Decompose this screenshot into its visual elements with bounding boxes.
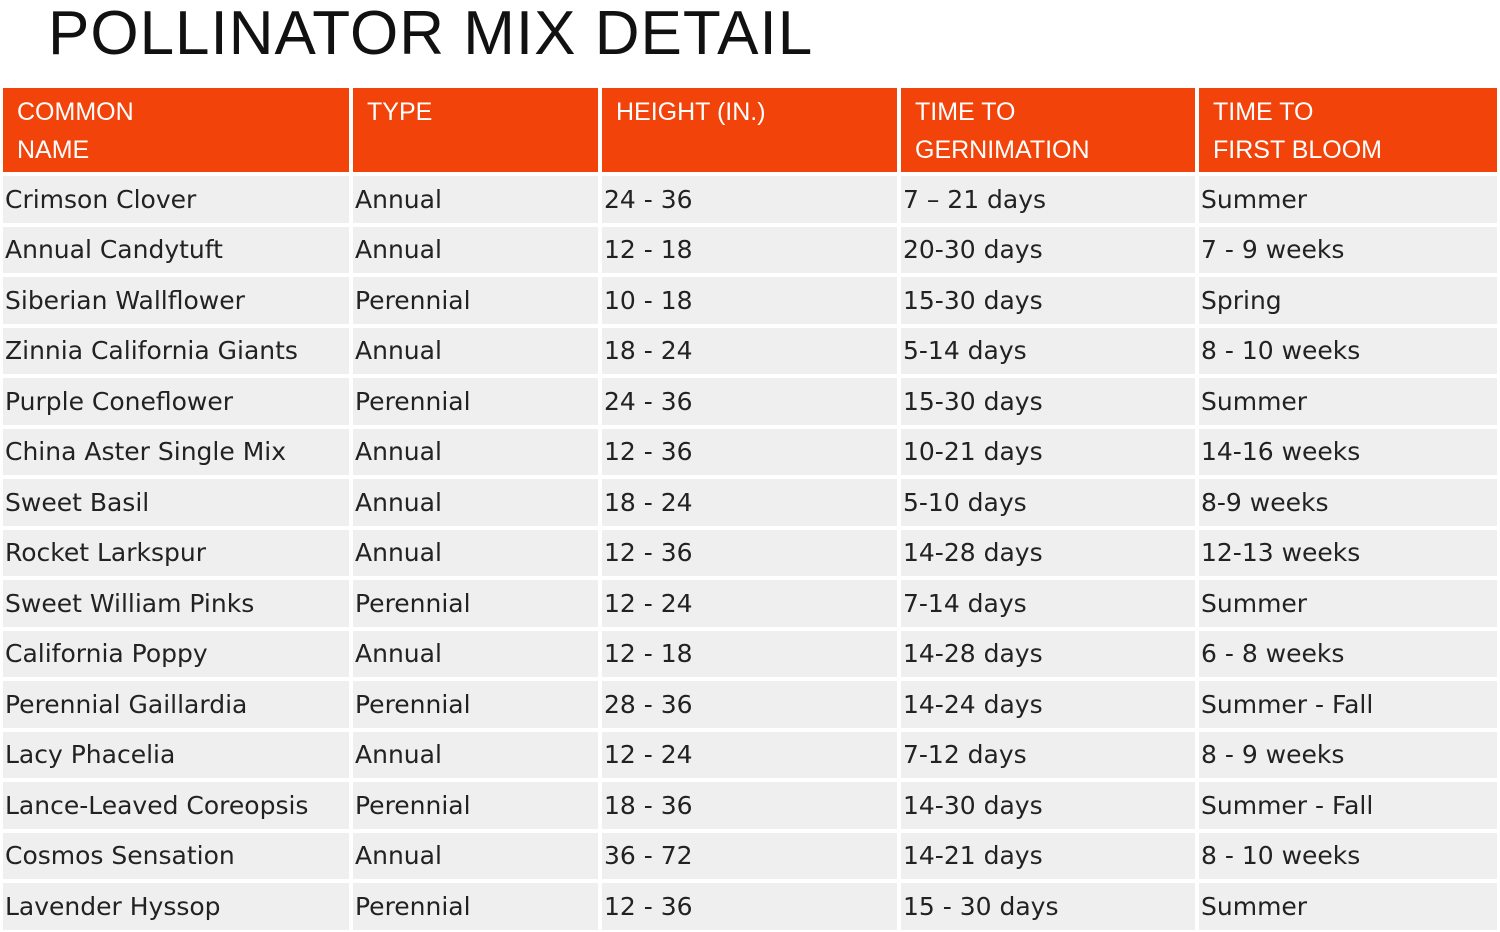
table-cell: 6 - 8 weeks	[1199, 630, 1497, 677]
table-cell: 12 - 24	[602, 580, 897, 627]
table-cell: Annual	[353, 226, 598, 273]
table-cell: 14-16 weeks	[1199, 428, 1497, 475]
table-cell: Lavender Hyssop	[3, 883, 349, 930]
column-header: HEIGHT (IN.)	[602, 88, 897, 172]
table-cell: 24 - 36	[602, 176, 897, 223]
table-cell: 14-24 days	[901, 681, 1195, 728]
table-cell: Summer	[1199, 580, 1497, 627]
table-cell: 12 - 36	[602, 428, 897, 475]
table-cell: Perennial	[353, 580, 598, 627]
table-cell: 8 - 10 weeks	[1199, 327, 1497, 374]
column-header: COMMON NAME	[3, 88, 349, 172]
table-cell: 18 - 24	[602, 327, 897, 374]
table-cell: Annual	[353, 428, 598, 475]
table-cell: 12 - 36	[602, 883, 897, 930]
table-cell: 12 - 24	[602, 731, 897, 778]
table-cell: Annual	[353, 176, 598, 223]
table-cell: Crimson Clover	[3, 176, 349, 223]
column-header: TIME TO FIRST BLOOM	[1199, 88, 1497, 172]
table-cell: 24 - 36	[602, 378, 897, 425]
table-cell: Annual	[353, 630, 598, 677]
table-cell: 5-10 days	[901, 479, 1195, 526]
table-cell: Annual Candytuft	[3, 226, 349, 273]
table-cell: 7 - 9 weeks	[1199, 226, 1497, 273]
table-cell: Perennial	[353, 883, 598, 930]
table-cell: 7 – 21 days	[901, 176, 1195, 223]
table-cell: Perennial Gaillardia	[3, 681, 349, 728]
table-cell: Lance-Leaved Coreopsis	[3, 782, 349, 829]
column-header: TYPE	[353, 88, 598, 172]
table-cell: 14-28 days	[901, 630, 1195, 677]
table-cell: 7-14 days	[901, 580, 1195, 627]
table-cell: 14-30 days	[901, 782, 1195, 829]
table-cell: Summer	[1199, 176, 1497, 223]
table-cell: 28 - 36	[602, 681, 897, 728]
table-cell: 8-9 weeks	[1199, 479, 1497, 526]
table-cell: Annual	[353, 327, 598, 374]
table-cell: Sweet Basil	[3, 479, 349, 526]
table-cell: Perennial	[353, 277, 598, 324]
table-cell: 18 - 24	[602, 479, 897, 526]
table-cell: Summer - Fall	[1199, 681, 1497, 728]
table-cell: Summer	[1199, 883, 1497, 930]
column-header: TIME TO GERNIMATION	[901, 88, 1195, 172]
table-cell: China Aster Single Mix	[3, 428, 349, 475]
table-cell: Summer	[1199, 378, 1497, 425]
table-cell: 10 - 18	[602, 277, 897, 324]
table-cell: 15-30 days	[901, 378, 1195, 425]
table-cell: 12 - 18	[602, 226, 897, 273]
table-cell: 12-13 weeks	[1199, 529, 1497, 576]
table-cell: Purple Coneflower	[3, 378, 349, 425]
table-cell: 14-28 days	[901, 529, 1195, 576]
table-cell: Summer - Fall	[1199, 782, 1497, 829]
table-cell: 10-21 days	[901, 428, 1195, 475]
table-cell: Annual	[353, 731, 598, 778]
table-cell: 8 - 9 weeks	[1199, 731, 1497, 778]
table-cell: Spring	[1199, 277, 1497, 324]
table-cell: Rocket Larkspur	[3, 529, 349, 576]
table-cell: 20-30 days	[901, 226, 1195, 273]
table-cell: California Poppy	[3, 630, 349, 677]
table-cell: 15-30 days	[901, 277, 1195, 324]
table-cell: Sweet William Pinks	[3, 580, 349, 627]
table-cell: Annual	[353, 479, 598, 526]
table-cell: 7-12 days	[901, 731, 1195, 778]
table-cell: 36 - 72	[602, 832, 897, 879]
table-cell: Annual	[353, 529, 598, 576]
table-cell: Perennial	[353, 782, 598, 829]
table-cell: 8 - 10 weeks	[1199, 832, 1497, 879]
table-cell: Lacy Phacelia	[3, 731, 349, 778]
title: POLLINATOR MIX DETAIL	[48, 0, 814, 68]
table-cell: Perennial	[353, 378, 598, 425]
table-cell: 12 - 36	[602, 529, 897, 576]
table-cell: 14-21 days	[901, 832, 1195, 879]
table-cell: Perennial	[353, 681, 598, 728]
table-cell: 5-14 days	[901, 327, 1195, 374]
table-cell: 15 - 30 days	[901, 883, 1195, 930]
table-cell: Annual	[353, 832, 598, 879]
table-cell: Zinnia California Giants	[3, 327, 349, 374]
table-cell: Siberian Wallflower	[3, 277, 349, 324]
table-cell: Cosmos Sensation	[3, 832, 349, 879]
table-cell: 12 - 18	[602, 630, 897, 677]
table-cell: 18 - 36	[602, 782, 897, 829]
